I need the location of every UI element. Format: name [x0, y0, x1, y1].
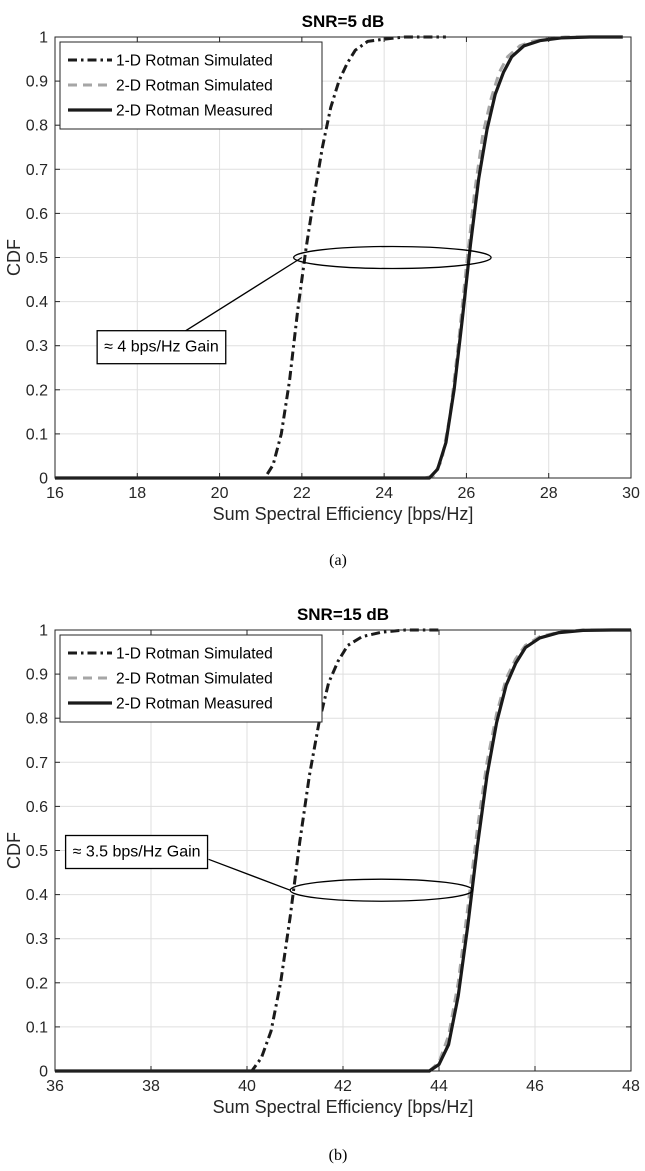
y-tick-label: 0.4	[26, 887, 48, 904]
x-tick-label: 18	[128, 485, 146, 502]
x-tick-label: 16	[46, 485, 64, 502]
y-tick-label: 0.8	[26, 118, 48, 135]
annotation-ellipse	[292, 245, 492, 270]
x-tick-label: 46	[526, 1078, 544, 1095]
y-tick-label: 0.7	[26, 162, 48, 179]
y-tick-label: 0.7	[26, 755, 48, 772]
x-tick-label: 40	[238, 1078, 256, 1095]
annotation-box	[96, 330, 227, 365]
annotation-label: ≈ 3.5 bps/Hz Gain	[73, 844, 201, 861]
y-tick-label: 0.3	[26, 338, 48, 355]
chart-panel-b: 36 38 40 42 44 46 48 0 0.1 0.2 0.3 0.4 0.5 0.6 0.7 0.8 0…	[4, 605, 640, 1164]
series-line-1	[55, 628, 439, 1073]
legend: 1-D Rotman Simulated 2-D Rotman Simulated…	[59, 634, 323, 723]
y-tick-label: 0.5	[26, 843, 48, 860]
y-tick-label: 0.1	[26, 1019, 48, 1036]
annotation-box	[64, 834, 209, 870]
y-tick-label: 0.9	[26, 667, 48, 684]
y-tick-label: 0.9	[26, 74, 48, 91]
x-tick-label: 22	[293, 485, 311, 502]
x-tick-label: 30	[622, 485, 640, 502]
x-tick-label: 20	[211, 485, 229, 502]
series-line-3	[55, 35, 623, 480]
x-tick-label: 48	[622, 1078, 640, 1095]
y-tick-label: 0.5	[26, 250, 48, 267]
y-tick-label: 0.6	[26, 206, 48, 223]
annotation: ≈ 4 bps/Hz Gain	[96, 245, 492, 365]
annotation-label: ≈ 4 bps/Hz Gain	[104, 339, 219, 356]
x-tick-label: 38	[142, 1078, 160, 1095]
legend-label-3: 2-D Rotman Measured	[116, 696, 273, 713]
y-axis-label: CDF	[4, 832, 24, 869]
legend-label-1: 1-D Rotman Simulated	[116, 53, 273, 70]
annotation-leader-line	[208, 858, 291, 891]
chart-panel-a: 16 18 20 22 24 26 28 30 0 0.1 0.2 0.3 0.4 0.5 0.6 0.7 0.…	[4, 12, 640, 569]
legend: 1-D Rotman Simulated 2-D Rotman Simulated…	[59, 41, 323, 130]
chart-title: SNR=15 dB	[297, 605, 389, 624]
legend-label-1: 1-D Rotman Simulated	[116, 646, 273, 663]
y-axis-label: CDF	[4, 239, 24, 276]
x-tick-label: 24	[375, 485, 393, 502]
legend-label-3: 2-D Rotman Measured	[116, 103, 273, 120]
x-axis-label: Sum Spectral Efficiency [bps/Hz]	[213, 504, 474, 524]
legend-label-2: 2-D Rotman Simulated	[116, 671, 273, 688]
y-tick-label: 0	[39, 471, 48, 488]
y-tick-label: 0.3	[26, 931, 48, 948]
y-tick-label: 0.2	[26, 382, 48, 399]
chart-title: SNR=5 dB	[302, 12, 385, 31]
y-tick-label: 1	[39, 623, 48, 640]
panel-caption: (a)	[329, 552, 347, 569]
series-line-1	[55, 35, 446, 480]
series-line-3	[55, 628, 631, 1073]
y-tick-label: 0.4	[26, 294, 48, 311]
x-tick-label: 36	[46, 1078, 64, 1095]
y-tick-label: 0.8	[26, 711, 48, 728]
x-tick-label: 42	[334, 1078, 352, 1095]
panel-caption: (b)	[329, 1147, 348, 1164]
y-tick-label: 0.6	[26, 799, 48, 816]
legend-label-2: 2-D Rotman Simulated	[116, 78, 273, 95]
x-tick-label: 26	[458, 485, 476, 502]
x-tick-label: 28	[540, 485, 558, 502]
y-tick-label: 0.2	[26, 975, 48, 992]
x-axis-label: Sum Spectral Efficiency [bps/Hz]	[213, 1097, 474, 1117]
annotation: ≈ 3.5 bps/Hz Gain	[64, 834, 474, 902]
y-tick-label: 1	[39, 30, 48, 47]
x-tick-label: 44	[430, 1078, 448, 1095]
y-tick-label: 0.1	[26, 426, 48, 443]
y-tick-label: 0	[39, 1064, 48, 1081]
